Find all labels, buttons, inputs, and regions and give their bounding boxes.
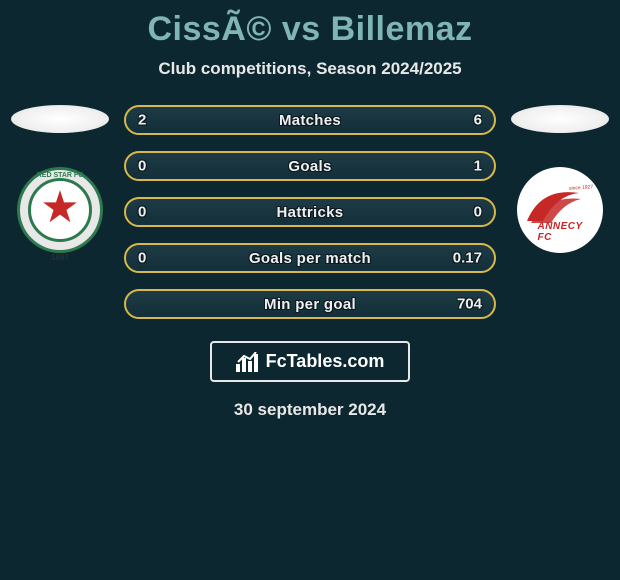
page-title: CissÃ© vs Billemaz <box>147 10 472 49</box>
stat-right-value: 0 <box>474 204 482 221</box>
comparison-row: RED STAR FC ★ 1897 2 Matches 6 0 Goals 1… <box>10 105 610 319</box>
club-name-right: ANNECY FC <box>537 221 582 243</box>
player-photo-left <box>11 105 109 133</box>
brand-link[interactable]: FcTables.com <box>210 341 411 382</box>
brand-name: FcTables.com <box>266 351 385 372</box>
subtitle: Club competitions, Season 2024/2025 <box>158 59 461 79</box>
bars-icon <box>236 352 260 372</box>
stat-left-value: 0 <box>138 250 146 267</box>
stat-label: Min per goal <box>264 296 356 313</box>
stat-row-min-per-goal: Min per goal 704 <box>124 289 496 319</box>
left-side: RED STAR FC ★ 1897 <box>10 105 110 253</box>
stat-label: Goals <box>288 158 331 175</box>
club-badge-left: RED STAR FC ★ 1897 <box>17 167 103 253</box>
stat-right-value: 704 <box>457 296 482 313</box>
redstar-disc: ★ <box>28 178 92 242</box>
stat-label: Goals per match <box>249 250 371 267</box>
stat-row-goals-per-match: 0 Goals per match 0.17 <box>124 243 496 273</box>
star-icon: ★ <box>40 186 79 230</box>
club-badge-right: since 1927 ANNECY FC <box>517 167 603 253</box>
stats-column: 2 Matches 6 0 Goals 1 0 Hattricks 0 0 Go… <box>120 105 500 319</box>
stat-row-goals: 0 Goals 1 <box>124 151 496 181</box>
club-year-left: 1897 <box>51 253 69 262</box>
stat-row-matches: 2 Matches 6 <box>124 105 496 135</box>
stat-label: Hattricks <box>277 204 344 221</box>
stat-right-value: 6 <box>474 112 482 129</box>
right-side: since 1927 ANNECY FC <box>510 105 610 253</box>
stat-left-value: 2 <box>138 112 146 129</box>
stat-label: Matches <box>279 112 341 129</box>
stat-row-hattricks: 0 Hattricks 0 <box>124 197 496 227</box>
stat-right-value: 1 <box>474 158 482 175</box>
stat-left-value: 0 <box>138 204 146 221</box>
footer-date: 30 september 2024 <box>234 400 386 420</box>
stat-right-value: 0.17 <box>453 250 482 267</box>
player-photo-right <box>511 105 609 133</box>
stat-left-value: 0 <box>138 158 146 175</box>
